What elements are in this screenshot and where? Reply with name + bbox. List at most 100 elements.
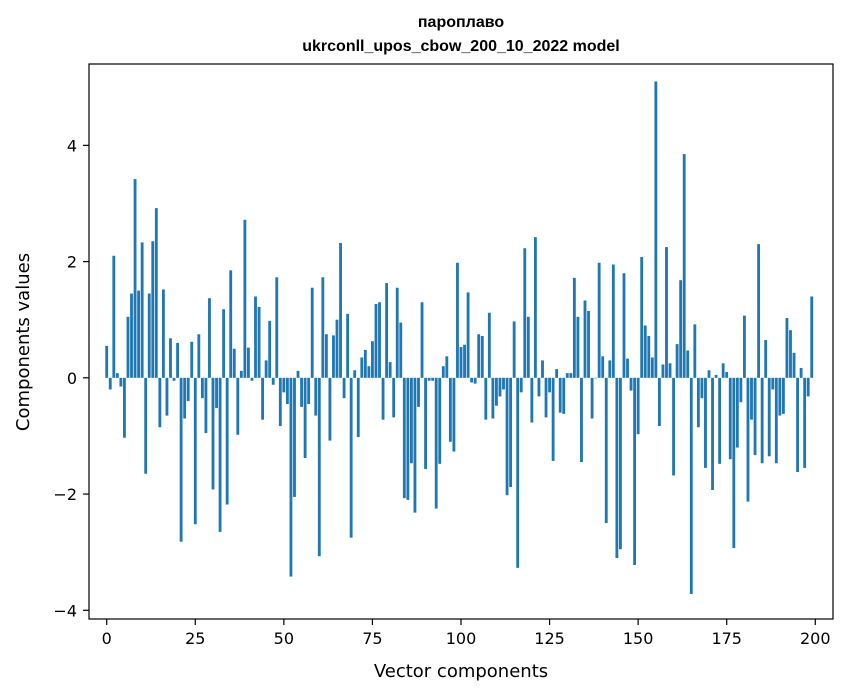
- bar: [250, 377, 254, 381]
- bar: [509, 377, 513, 488]
- bar: [491, 377, 495, 419]
- bar: [636, 377, 640, 435]
- bar: [200, 377, 204, 399]
- bar: [289, 377, 293, 577]
- y-tick-label: 2: [67, 253, 77, 272]
- bar: [452, 377, 456, 452]
- bar: [456, 262, 459, 378]
- bar: [470, 377, 474, 383]
- bar: [760, 377, 764, 464]
- bar: [356, 377, 360, 438]
- bar: [211, 377, 215, 490]
- bar: [643, 325, 647, 378]
- bar: [293, 377, 296, 497]
- bar: [608, 360, 612, 378]
- bar: [321, 277, 325, 378]
- bar: [718, 377, 722, 464]
- x-tick-label: 100: [446, 629, 477, 648]
- bar: [523, 248, 527, 378]
- bar: [268, 320, 272, 378]
- bar: [236, 377, 240, 435]
- bar: [225, 377, 229, 505]
- bar: [665, 247, 668, 378]
- bar: [151, 241, 155, 378]
- bar: [119, 377, 123, 387]
- bar: [654, 81, 658, 378]
- bar: [792, 352, 796, 378]
- bar: [661, 364, 665, 378]
- x-tick-label: 25: [185, 629, 205, 648]
- bar: [590, 377, 594, 419]
- bar: [186, 377, 190, 402]
- y-axis-label: Components values: [13, 253, 34, 431]
- bar: [580, 377, 583, 463]
- bar: [353, 370, 357, 378]
- bar: [689, 377, 693, 595]
- bar: [803, 377, 807, 468]
- bar: [254, 296, 257, 378]
- bar: [261, 377, 265, 420]
- bar: [346, 313, 350, 378]
- bar: [753, 377, 757, 456]
- bar: [526, 316, 530, 378]
- bar: [193, 377, 197, 525]
- bar: [172, 377, 176, 381]
- bar: [725, 372, 729, 378]
- bar: [757, 244, 761, 378]
- bar: [232, 348, 236, 378]
- bar: [165, 377, 169, 416]
- bar: [264, 360, 268, 378]
- bar: [611, 264, 615, 378]
- bar: [144, 377, 148, 474]
- bar: [197, 334, 201, 378]
- bar: [161, 289, 165, 378]
- bar: [796, 377, 799, 472]
- bar: [530, 377, 534, 423]
- bar: [342, 377, 346, 399]
- bar: [569, 373, 573, 378]
- bar: [810, 296, 814, 378]
- bar: [640, 256, 644, 378]
- bar: [565, 373, 569, 378]
- bar: [516, 377, 520, 568]
- bar: [622, 273, 626, 378]
- bar: [434, 377, 438, 509]
- bar: [243, 219, 247, 378]
- bar: [735, 377, 739, 448]
- bar: [629, 377, 633, 391]
- bar: [215, 377, 218, 409]
- bar: [778, 377, 782, 416]
- bar: [487, 312, 491, 378]
- chart-title: пароплаво: [418, 14, 504, 31]
- bar: [427, 377, 431, 381]
- bar: [601, 356, 605, 378]
- x-tick-label: 0: [102, 629, 112, 648]
- bar: [693, 324, 697, 378]
- y-tick-label: −4: [53, 601, 77, 620]
- bar: [732, 377, 736, 549]
- bar: [551, 377, 555, 461]
- y-axis-ticks: −4 −2 0 2 4: [53, 136, 89, 620]
- bar: [176, 342, 179, 378]
- bar: [587, 310, 590, 378]
- bar: [417, 377, 420, 407]
- bar: [502, 377, 505, 390]
- bar: [477, 334, 481, 378]
- bar: [746, 377, 750, 502]
- bar: [728, 377, 732, 460]
- bar: [633, 377, 637, 565]
- bar: [424, 377, 427, 470]
- bar: [222, 309, 226, 378]
- bar: [123, 377, 126, 438]
- bar: [285, 377, 289, 404]
- bar: [781, 377, 785, 414]
- y-tick-label: 0: [67, 369, 77, 388]
- bar: [647, 335, 651, 378]
- bar: [438, 377, 442, 464]
- bar: [626, 358, 629, 378]
- bar: [576, 316, 580, 378]
- bar: [374, 304, 378, 378]
- bar: [541, 360, 544, 378]
- bar: [275, 277, 279, 378]
- bar: [484, 377, 488, 420]
